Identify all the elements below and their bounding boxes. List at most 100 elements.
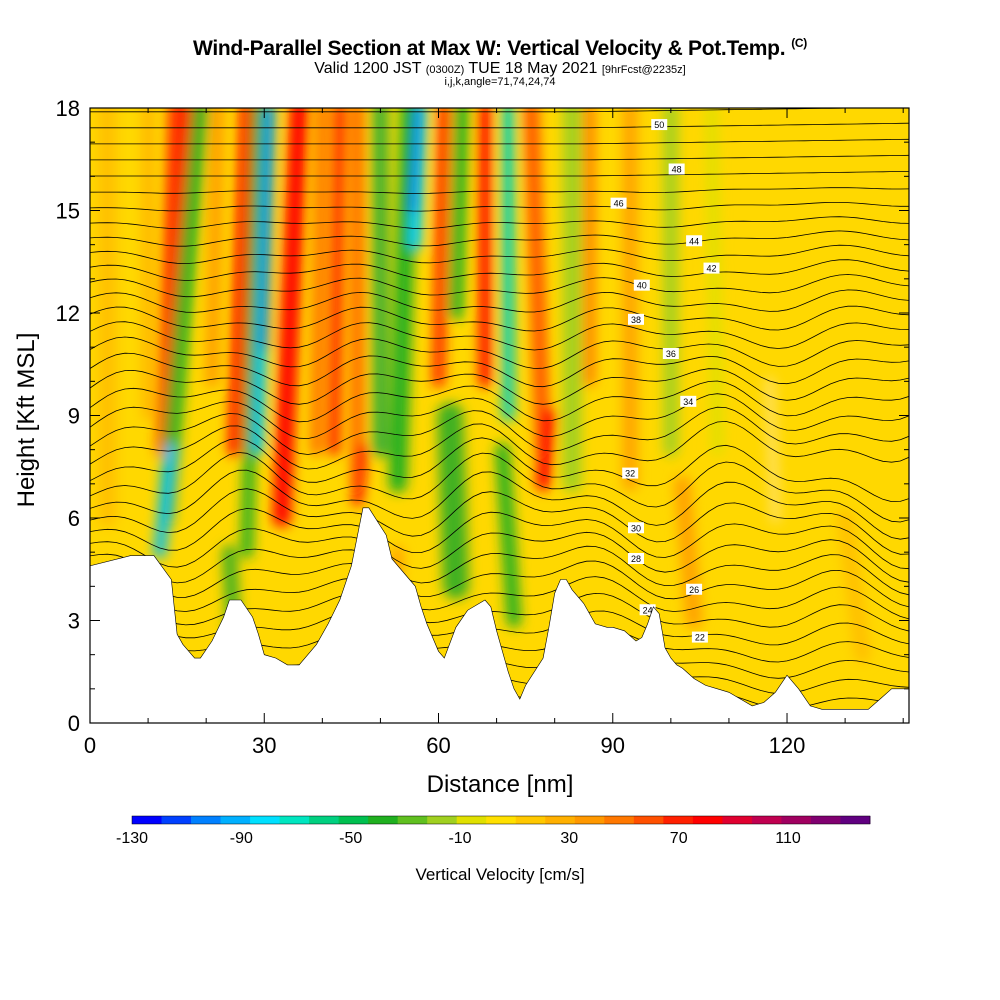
isotherm-label: 50 (651, 119, 668, 131)
isotherm-line (90, 336, 909, 369)
isotherm-line (90, 406, 909, 455)
isotherm-line (90, 469, 909, 540)
colorbar-label: -10 (448, 830, 471, 847)
colorbar-swatch (456, 816, 487, 824)
y-tick-label: 3 (68, 609, 80, 634)
isotherm-label: 22 (691, 631, 708, 643)
isotherm-label-text: 36 (666, 349, 676, 359)
velocity-plume (674, 475, 703, 629)
y-tick-label: 9 (68, 404, 80, 429)
x-tick-label: 30 (252, 733, 276, 758)
velocity-plume (228, 108, 254, 457)
utc-time: (0300Z) (425, 64, 465, 76)
isotherm-label-text: 28 (631, 554, 641, 564)
forecast-info: [9hrFcst@2235z] (601, 64, 686, 76)
isotherm-label-text: 46 (614, 199, 624, 209)
velocity-plume (327, 108, 346, 456)
isotherm-label: 28 (628, 553, 644, 564)
isotherm-label: 42 (703, 262, 720, 274)
isotherm-label-text: 30 (631, 523, 641, 533)
velocity-plume (837, 510, 871, 663)
colorbar-label: 70 (670, 830, 688, 847)
isotherm-line (90, 368, 909, 405)
colorbar-swatch (633, 816, 664, 824)
isotherm-label-text: 48 (672, 165, 682, 175)
isotherm-line (90, 321, 909, 351)
colorbar-swatch (279, 816, 310, 824)
x-tick-label: 90 (601, 733, 625, 758)
colorbar-swatch (250, 816, 280, 824)
x-tick-label: 0 (84, 733, 96, 758)
colorbar-swatch (220, 816, 251, 824)
isotherm-label-text: 32 (625, 469, 635, 479)
copyright-mark: (C) (791, 36, 807, 50)
velocity-plume (536, 408, 556, 491)
isotherm-line (90, 187, 909, 194)
y-axis-title: Height [Kft MSL] (13, 333, 40, 508)
isotherm-label: 40 (633, 279, 650, 291)
x-axis-title: Distance [nm] (427, 771, 574, 798)
section-params: i,j,k,angle=71,74,24,74 (444, 76, 556, 88)
colorbar-swatch (574, 816, 605, 824)
colorbar-label: 110 (775, 830, 801, 847)
x-axis: 0 30 60 90 120 (84, 108, 904, 758)
colorbar-label: -130 (116, 830, 148, 847)
colorbar-label: 30 (560, 830, 578, 847)
velocity-plume (352, 444, 368, 506)
isotherm-line (90, 560, 909, 608)
y-tick-label: 15 (56, 199, 80, 224)
isotherm-line (90, 171, 909, 177)
velocity-plume (437, 402, 469, 600)
isotherm-label: 44 (686, 235, 703, 247)
isotherm-line (90, 488, 909, 555)
colorbar-swatch (692, 816, 723, 824)
valid-date: TUE 18 May 2021 (468, 60, 598, 77)
colorbar-swatch (132, 816, 162, 824)
chart-subtitle: Valid 1200 JST (0300Z) TUE 18 May 2021 [… (0, 60, 1000, 78)
x-tick-label: 120 (769, 733, 806, 758)
isotherm-line (90, 528, 909, 583)
isotherm-line (90, 154, 909, 161)
isotherm-line (90, 122, 909, 129)
isotherm-line (90, 201, 909, 212)
y-tick-label: 12 (56, 301, 80, 326)
isotherm-line (90, 108, 879, 113)
colorbar-swatch (397, 816, 428, 824)
isotherm-line (90, 216, 909, 230)
isotherm-line (90, 393, 909, 440)
colorbar-swatch (840, 816, 871, 824)
isotherm-line (90, 289, 909, 313)
colorbar-swatch (751, 816, 782, 824)
isotherm-line (90, 437, 909, 503)
velocity-plume (705, 108, 724, 456)
isotherm-label: 26 (686, 583, 703, 595)
colorbar-swatch (810, 816, 841, 824)
isotherm-label-text: 42 (707, 264, 717, 274)
colorbar-swatch (545, 816, 576, 824)
isotherm-label-text: 50 (654, 120, 664, 130)
velocity-plume (310, 108, 329, 456)
colorbar-swatch (604, 816, 635, 824)
isotherm-label-text: 24 (643, 605, 653, 615)
isotherm-label-text: 44 (689, 236, 699, 246)
colorbar: -130 -90 -50 -10 30 70 110 (116, 815, 871, 847)
velocity-plume (448, 108, 469, 320)
isotherm-label: 24 (639, 604, 656, 616)
colorbar-swatch (427, 816, 458, 824)
isotherm-line (90, 545, 909, 596)
isotherm-label: 46 (610, 197, 627, 209)
isotherm-line (90, 352, 909, 388)
isotherm-line (90, 259, 909, 281)
isotherm-line (90, 420, 909, 470)
valid-prefix: Valid 1200 JST (314, 60, 422, 77)
colorbar-swatch (486, 816, 517, 824)
isotherm-label: 32 (622, 467, 639, 479)
velocity-plume (153, 443, 178, 559)
isotherm-label: 30 (628, 522, 644, 534)
isotherm-label-text: 38 (631, 315, 641, 325)
velocity-plume (524, 108, 551, 457)
isotherm-label: 48 (668, 163, 685, 175)
colorbar-swatch (663, 816, 694, 824)
